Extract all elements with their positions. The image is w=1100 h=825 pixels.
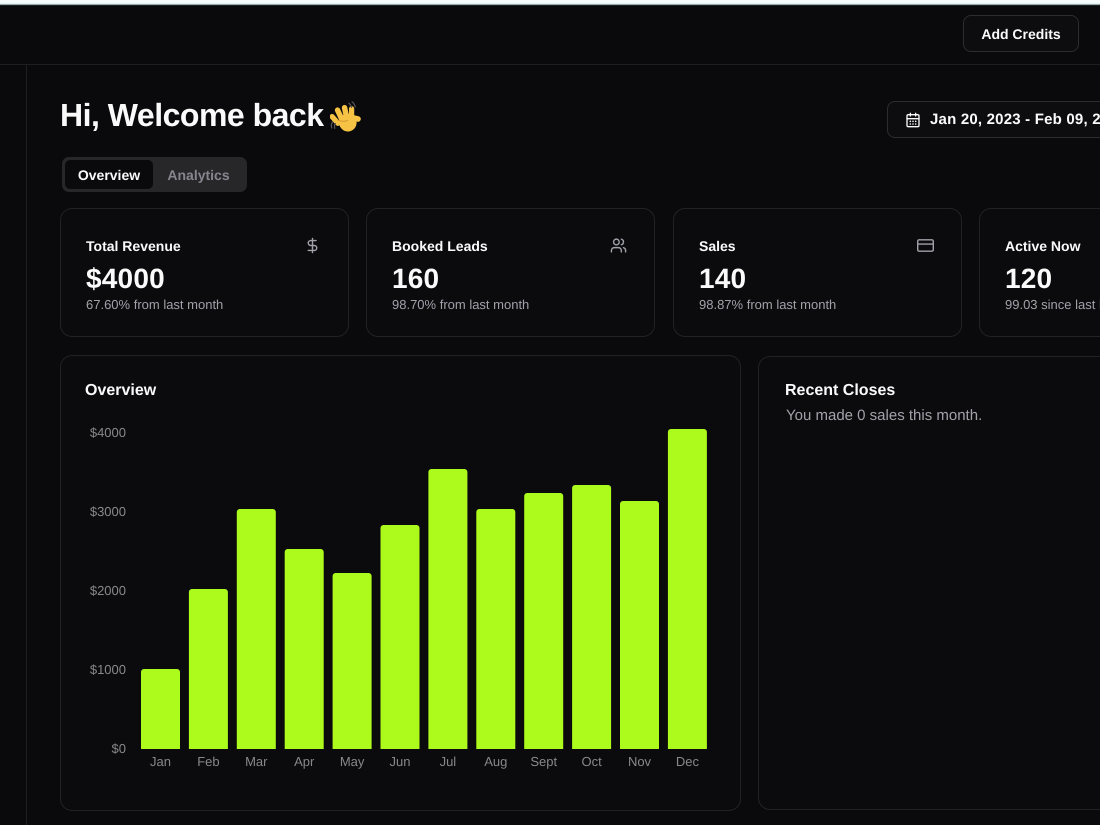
svg-text:$4000: $4000 — [90, 425, 126, 440]
svg-text:Dec: Dec — [676, 754, 700, 769]
svg-text:Mar: Mar — [245, 754, 268, 769]
svg-text:Jun: Jun — [390, 754, 411, 769]
svg-text:Oct: Oct — [581, 754, 602, 769]
svg-text:Aug: Aug — [484, 754, 507, 769]
svg-text:Jul: Jul — [440, 754, 457, 769]
svg-text:$0: $0 — [112, 741, 126, 756]
svg-text:$1000: $1000 — [90, 662, 126, 677]
svg-text:$3000: $3000 — [90, 504, 126, 519]
svg-text:Feb: Feb — [197, 754, 219, 769]
svg-text:Apr: Apr — [294, 754, 315, 769]
svg-text:$2000: $2000 — [90, 583, 126, 598]
svg-text:May: May — [340, 754, 365, 769]
svg-text:Jan: Jan — [150, 754, 171, 769]
svg-text:Nov: Nov — [628, 754, 652, 769]
svg-text:Sept: Sept — [530, 754, 557, 769]
